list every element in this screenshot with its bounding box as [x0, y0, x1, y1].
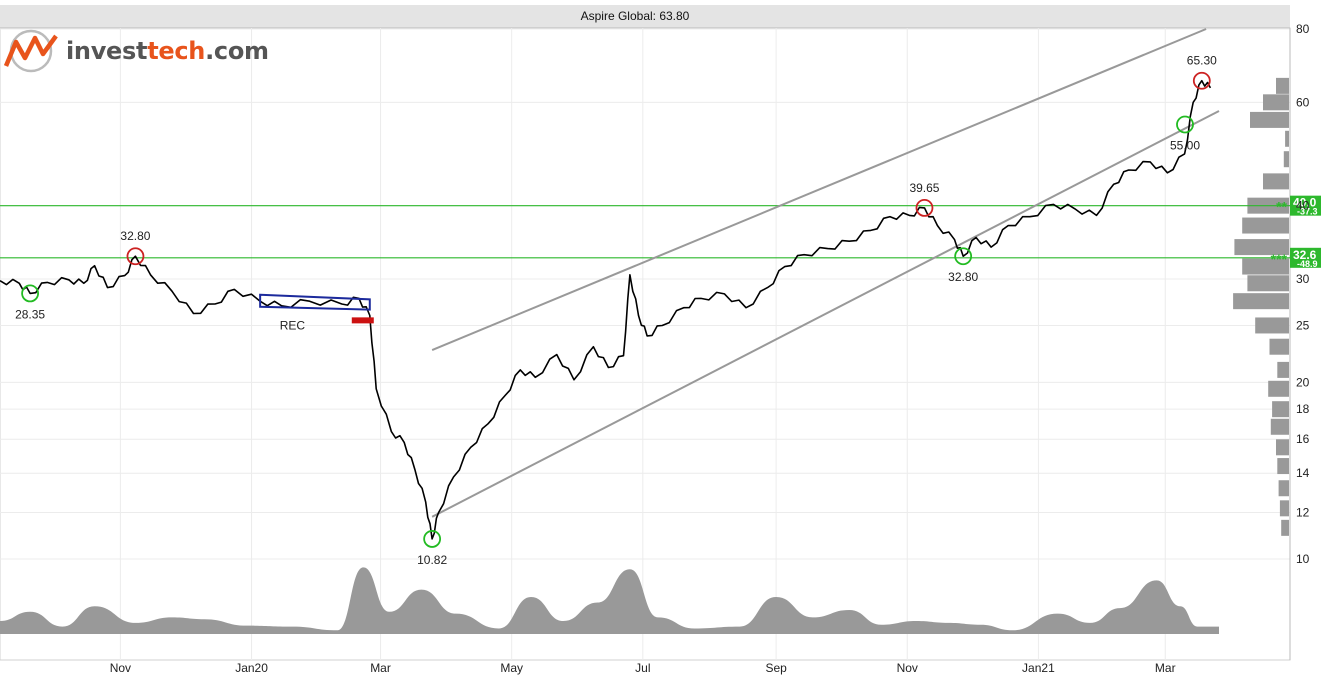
logo-text-accent: tech: [147, 37, 206, 65]
volume-profile-bar: [1272, 401, 1289, 418]
trend-channel-top: [431, 28, 1207, 351]
level-value-label: 32.6: [1293, 248, 1317, 262]
plot-area: [0, 27, 1291, 661]
price-line: [0, 79, 1212, 540]
y-tick-label: 14: [1296, 466, 1310, 480]
x-tick-label: Mar: [1155, 661, 1176, 675]
trend-channel-bottom: [431, 110, 1220, 518]
volume-profile-bar: [1270, 418, 1289, 435]
x-tick-label: Jan20: [235, 661, 268, 675]
annotation-label: 10.82: [417, 553, 447, 567]
annotation-label: 39.65: [909, 181, 939, 195]
annotation-label: 65.30: [1187, 54, 1217, 68]
pattern-label: REC: [280, 319, 306, 333]
bottom-marker-circle: [423, 530, 442, 548]
x-tick-label: May: [500, 661, 523, 675]
y-tick-label: 25: [1296, 318, 1310, 332]
x-tick-label: Mar: [370, 661, 391, 675]
level-pct-label: -37.3: [1297, 207, 1318, 217]
bottom-marker-circle: [1176, 115, 1194, 134]
y-tick-label: 80: [1296, 22, 1310, 36]
y-tick-label: 18: [1296, 402, 1310, 416]
volume-profile-bar: [1263, 173, 1289, 190]
bottom-marker-circle: [21, 284, 39, 303]
level-pct-label: -48.9: [1297, 259, 1318, 269]
annotation-label: 32.80: [948, 270, 978, 284]
y-tick-label: 30: [1296, 272, 1310, 286]
volume-profile-bar: [1276, 439, 1289, 456]
level-label-box: [1290, 195, 1321, 216]
x-tick-label: Sep: [765, 661, 787, 675]
y-tick-label: 60: [1296, 95, 1310, 109]
volume-profile-bar: [1285, 130, 1289, 147]
top-marker-circle: [1192, 71, 1211, 90]
investtech-logo: investtech.com: [2, 28, 269, 74]
level-stars: ***: [1271, 251, 1288, 267]
volume-profile-bar: [1242, 217, 1289, 234]
rec-outline: [259, 293, 371, 311]
top-marker-circle: [915, 199, 934, 217]
volume-profile-bar: [1276, 77, 1289, 94]
level-value-label: 40.0: [1293, 196, 1317, 210]
x-axis-ticks: Nov Jan20 Mar May Jul Sep Nov Jan21 Mar: [110, 661, 1176, 675]
volume-profile-bar: [1263, 94, 1289, 111]
rec-breakout-arrow: [351, 317, 374, 324]
annotation-label: 32.80: [120, 229, 150, 243]
volume-profile-bar: [1269, 338, 1289, 355]
chart-zigzag-logo-icon: [3, 29, 58, 73]
logo-text: investtech.com: [66, 37, 269, 65]
bottom-marker-circle: [954, 247, 973, 266]
volume-profile-bar: [1281, 519, 1289, 536]
grid: [0, 28, 1290, 660]
y-axis-ticks: 10 12 14 16 18 20 25 30 40 60 80: [1296, 22, 1310, 566]
volume-profile-bar: [1268, 380, 1289, 397]
volume-profile-bar: [1277, 458, 1289, 475]
volume-profile-bar: [1242, 258, 1289, 275]
volume-profile-bar: [1278, 480, 1289, 497]
annotations: 28.35 32.80 10.82 39.65 32.80 65.30 55.00 REC: [15, 54, 1217, 567]
volume-profile-bar: [1233, 293, 1289, 310]
logo-text-main: invest: [66, 37, 148, 65]
volume-profile-bar: [1283, 151, 1289, 168]
y-tick-label: 10: [1296, 552, 1310, 566]
annotation-label: 55.00: [1170, 139, 1200, 153]
volume-profile-bar: [1277, 361, 1289, 378]
x-tick-label: Jul: [635, 661, 650, 675]
y-tick-label: 12: [1296, 506, 1310, 520]
rectangle-pattern: [259, 293, 374, 324]
chart-title: Aspire Global: 63.80: [580, 9, 690, 23]
volume-profile-bar: [1247, 275, 1289, 292]
y-tick-label: 40: [1296, 199, 1310, 213]
top-marker-circle: [126, 247, 145, 266]
level-label-box: [1290, 247, 1321, 268]
volume-profile-bar: [1234, 239, 1289, 256]
x-tick-label: Nov: [110, 661, 131, 675]
volume-area: [0, 567, 1219, 634]
y-tick-label: 16: [1296, 432, 1310, 446]
volume-profile-bar: [1250, 111, 1289, 128]
volume-profile-bar: [1255, 317, 1289, 334]
logo-text-suffix: .com: [205, 37, 269, 65]
volume-profile-bar: [1279, 500, 1289, 517]
x-tick-label: Nov: [897, 661, 918, 675]
x-tick-label: Jan21: [1022, 661, 1055, 675]
y-tick-label: 20: [1296, 375, 1310, 389]
annotation-label: 28.35: [15, 307, 45, 321]
chart-title-bar: [0, 5, 1290, 28]
level-stars: **: [1276, 199, 1287, 215]
